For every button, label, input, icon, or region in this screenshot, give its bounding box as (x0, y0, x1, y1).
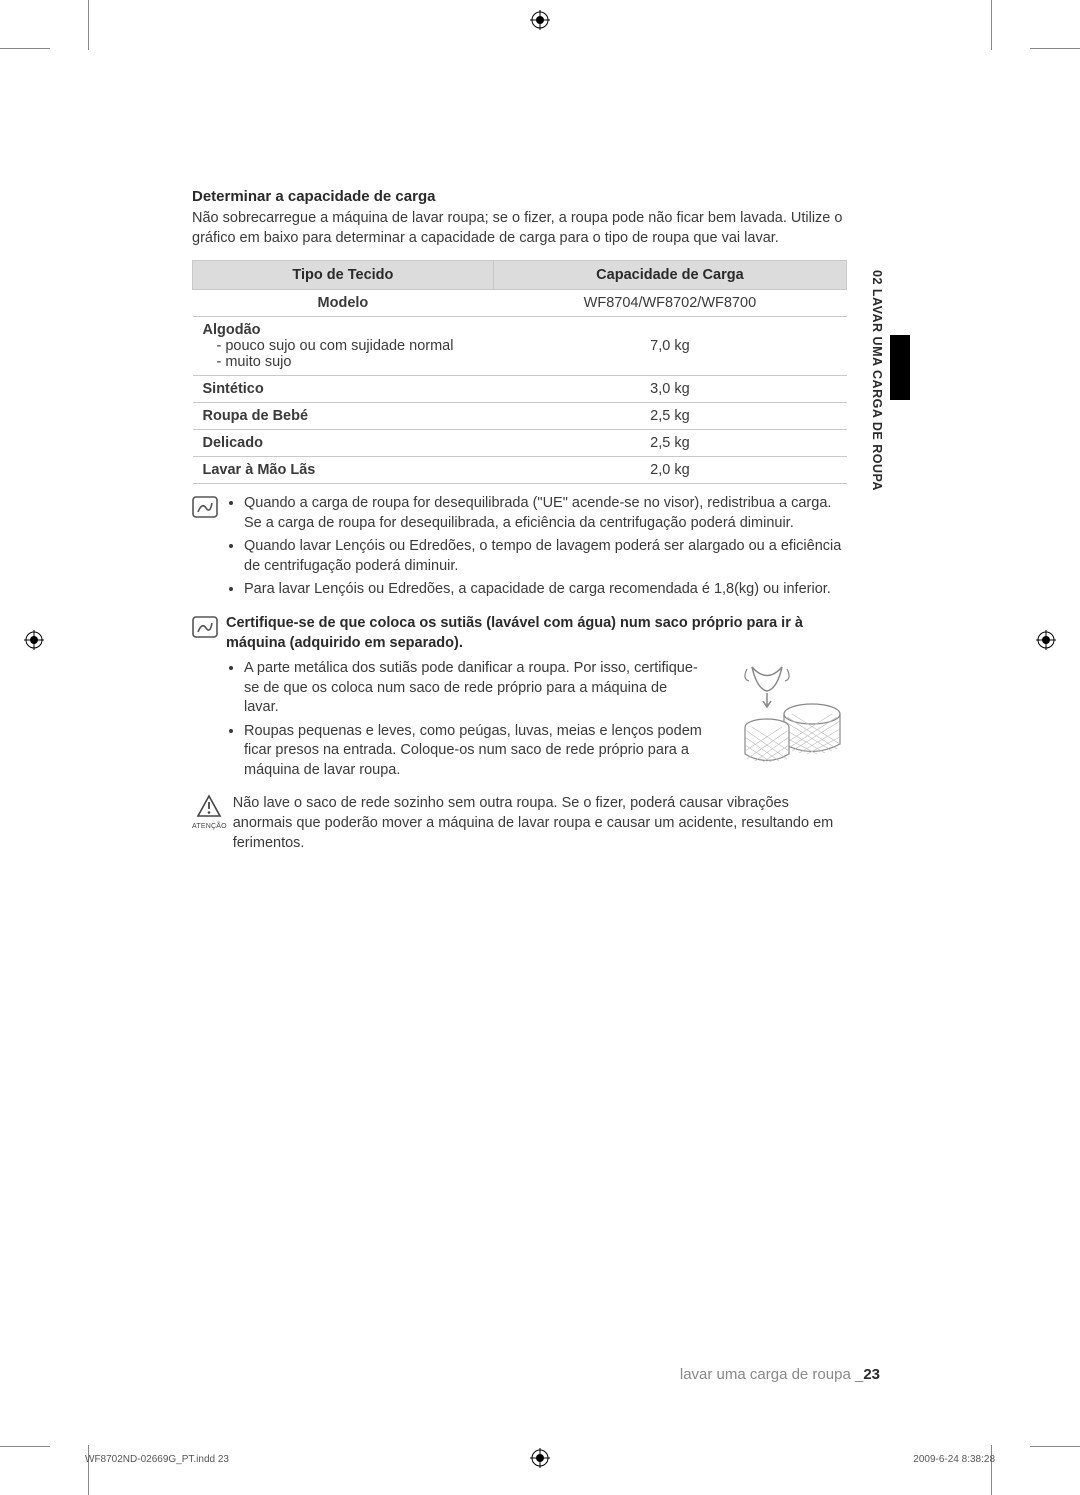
crop-mark (0, 1446, 50, 1447)
row-label: Algodão (203, 322, 261, 338)
side-tab-text: 02 LAVAR UMA CARGA DE ROUPA (870, 270, 884, 491)
page-content: Determinar a capacidade de carga Não sob… (192, 188, 847, 863)
footer-text: lavar uma carga de roupa _ (680, 1366, 863, 1383)
section-intro: Não sobrecarregue a máquina de lavar rou… (192, 209, 847, 248)
note-item: Roupas pequenas e leves, como peúgas, lu… (244, 722, 705, 781)
table-cell: 2,5 kg (493, 403, 846, 430)
table-header: Capacidade de Carga (493, 261, 846, 290)
capacity-table: Tipo de Tecido Capacidade de Carga Model… (192, 260, 847, 484)
warning-text: Não lave o saco de rede sozinho sem outr… (233, 794, 847, 853)
note-item: Quando a carga de roupa for desequilibra… (244, 494, 847, 533)
registration-mark-icon (1036, 630, 1056, 655)
table-cell: Sintético (193, 376, 494, 403)
side-tab-marker (890, 335, 910, 400)
table-cell: Algodão - pouco sujo ou com sujidade nor… (193, 317, 494, 376)
note-item: Para lavar Lençóis ou Edredões, a capaci… (244, 580, 847, 600)
table-cell: WF8704/WF8702/WF8700 (493, 290, 846, 317)
side-tab: 02 LAVAR UMA CARGA DE ROUPA (870, 270, 890, 590)
page-footer: lavar uma carga de roupa _23 (680, 1366, 880, 1383)
crop-mark (88, 0, 89, 50)
note-item: A parte metálica dos sutiãs pode danific… (244, 659, 705, 718)
note-icon (192, 616, 218, 638)
crop-mark (1030, 48, 1080, 49)
print-footer-right: 2009-6-24 8:38:28 (913, 1454, 995, 1465)
table-cell: 7,0 kg (493, 317, 846, 376)
table-cell: 2,5 kg (493, 430, 846, 457)
table-header: Tipo de Tecido (193, 261, 494, 290)
warning-icon: ATENÇÃO (192, 794, 227, 830)
page-number: 23 (863, 1366, 880, 1383)
table-cell: Modelo (193, 290, 494, 317)
table-cell: Lavar à Mão Lãs (193, 457, 494, 484)
crop-mark (991, 1445, 992, 1495)
crop-mark (1030, 1446, 1080, 1447)
bra-bag-illustration (717, 659, 847, 774)
note-block: Quando a carga de roupa for desequilibra… (192, 494, 847, 604)
registration-mark-icon (530, 1448, 550, 1473)
note-item: Quando lavar Lençóis ou Edredões, o temp… (244, 537, 847, 576)
warning-label: ATENÇÃO (192, 823, 227, 830)
print-footer-left: WF8702ND-02669G_PT.indd 23 (85, 1454, 229, 1465)
crop-mark (88, 1445, 89, 1495)
table-cell: Delicado (193, 430, 494, 457)
note-heading: Certifique-se de que coloca os sutiãs (l… (226, 614, 847, 653)
crop-mark (0, 48, 50, 49)
table-cell: 3,0 kg (493, 376, 846, 403)
note-block: Certifique-se de que coloca os sutiãs (l… (192, 614, 847, 785)
row-sub: - pouco sujo ou com sujidade normal - mu… (203, 338, 484, 370)
table-cell: Roupa de Bebé (193, 403, 494, 430)
crop-mark (991, 0, 992, 50)
table-cell: 2,0 kg (493, 457, 846, 484)
registration-mark-icon (24, 630, 44, 655)
section-title: Determinar a capacidade de carga (192, 188, 847, 205)
warning-block: ATENÇÃO Não lave o saco de rede sozinho … (192, 794, 847, 853)
registration-mark-icon (530, 10, 550, 35)
note-icon (192, 496, 218, 518)
